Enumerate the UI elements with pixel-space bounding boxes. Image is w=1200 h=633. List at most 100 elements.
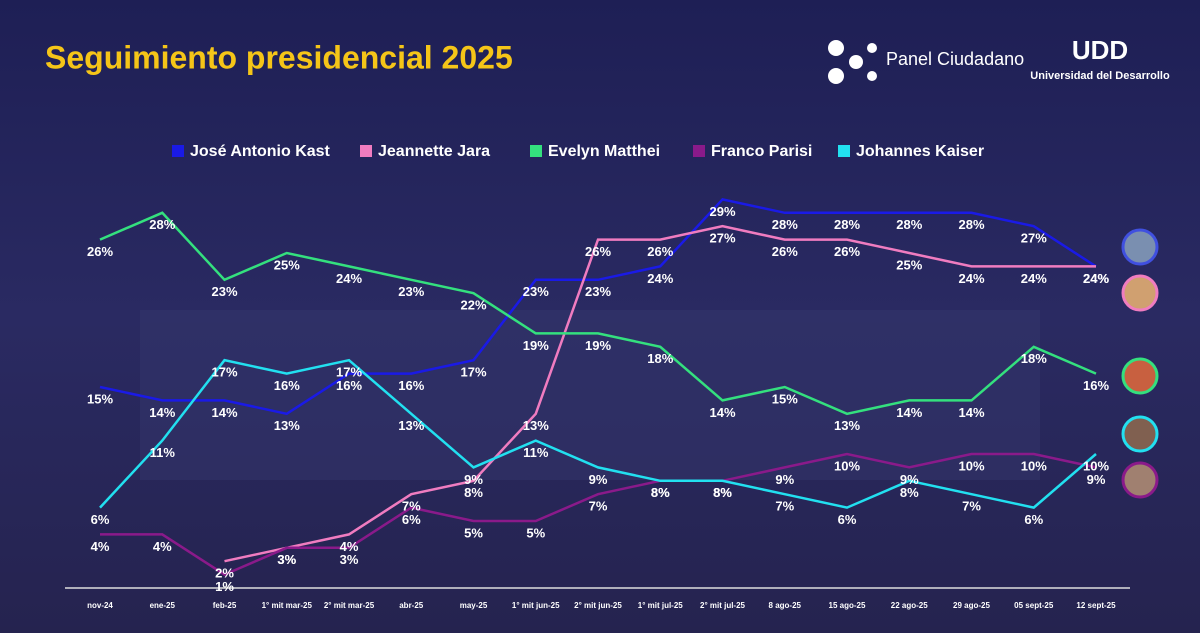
logo-sub: Universidad del Desarrollo [1030,70,1170,82]
x-tick-label: nov-24 [87,601,113,610]
logo-text: Panel Ciudadano [886,49,1024,69]
x-tick-label: 12 sept-25 [1076,601,1116,610]
x-tick-label: 8 ago-25 [769,601,802,610]
data-label: 4% [340,539,359,554]
data-label: 4% [91,539,110,554]
data-label: 2% [215,566,234,581]
x-tick-label: 2° mit mar-25 [324,601,375,610]
x-tick-label: 05 sept-25 [1014,601,1054,610]
x-tick-label: 22 ago-25 [891,601,928,610]
data-label: 28% [896,217,922,232]
data-label: 26% [585,244,611,259]
data-label: 27% [709,231,735,246]
data-label: 8% [651,485,670,500]
data-label: 1% [215,579,234,594]
legend-label: José Antonio Kast [190,143,331,160]
data-label: 16% [1083,378,1109,393]
data-label: 13% [398,418,424,433]
legend-label: Evelyn Matthei [548,143,660,160]
data-label: 19% [585,338,611,353]
logo-udd: UDD [1072,35,1128,65]
x-tick-label: 15 ago-25 [829,601,866,610]
data-label: 6% [1024,512,1043,527]
data-label: 24% [1083,271,1109,286]
data-label: 24% [336,271,362,286]
series-line [99,358,1097,509]
data-label: 18% [647,351,673,366]
data-label: 6% [402,512,421,527]
data-label: 7% [402,499,421,514]
legend-label: Johannes Kaiser [856,143,984,160]
data-label: 16% [274,378,300,393]
data-label: 15% [772,391,798,406]
legend-label: Franco Parisi [711,143,812,160]
data-label: 18% [1021,351,1047,366]
data-label: 11% [523,445,549,460]
data-label: 23% [523,284,549,299]
x-tick-label: 2° mit jul-25 [700,601,746,610]
data-label: 22% [460,298,486,313]
series-line [100,452,1097,577]
data-label: 10% [958,458,984,473]
data-label: 17% [336,365,362,380]
building [140,310,1040,480]
data-label: 8% [464,485,483,500]
data-label: 9% [1087,472,1106,487]
data-label: 23% [211,284,237,299]
data-label: 24% [1021,271,1047,286]
data-label: 23% [398,284,424,299]
legend-swatch [172,145,184,157]
data-label: 4% [153,539,172,554]
x-tick-label: abr-25 [399,601,424,610]
data-label: 7% [962,499,981,514]
data-label: 25% [274,257,300,272]
x-tick-label: 29 ago-25 [953,601,990,610]
data-label: 9% [464,472,483,487]
x-tick-label: 1° mit jun-25 [512,601,560,610]
data-label: 14% [958,405,984,420]
data-label: 9% [589,472,608,487]
title: Seguimiento presidencial 2025 [45,39,513,75]
data-label: 16% [398,378,424,393]
data-label: 6% [838,512,857,527]
data-label: 28% [149,217,175,232]
data-label: 29% [709,204,735,219]
x-tick-label: feb-25 [213,601,237,610]
data-label: 27% [1021,231,1047,246]
data-label: 14% [149,405,175,420]
data-label: 26% [772,244,798,259]
legend-label: Jeannette Jara [378,143,490,160]
x-tick-label: 1° mit mar-25 [262,601,313,610]
data-label: 10% [1083,458,1109,473]
data-label: 26% [87,244,113,259]
x-tick-label: 1° mit jul-25 [638,601,684,610]
legend-swatch [693,145,705,157]
legend-swatch [360,145,372,157]
data-label: 11% [150,445,176,460]
data-label: 8% [900,485,919,500]
data-label: 14% [211,405,237,420]
data-label: 19% [523,338,549,353]
data-label: 28% [834,217,860,232]
data-label: 17% [460,365,486,380]
series-line [99,198,1097,416]
data-label: 28% [772,217,798,232]
data-label: 3% [277,552,296,567]
data-label: 28% [958,217,984,232]
legend-swatch [530,145,542,157]
series-line [224,224,1096,563]
data-label: 10% [1021,458,1047,473]
logo-panel [828,40,877,84]
data-label: 5% [464,525,483,540]
data-label: 13% [834,418,860,433]
data-label: 10% [834,458,860,473]
series-line [99,211,1097,416]
x-tick-label: ene-25 [150,601,176,610]
data-label: 3% [340,552,359,567]
data-label: 8% [713,485,732,500]
data-label: 24% [1083,271,1109,286]
data-label: 26% [834,244,860,259]
data-label: 8% [651,485,670,500]
legend-swatch [838,145,850,157]
data-label: 24% [958,271,984,286]
